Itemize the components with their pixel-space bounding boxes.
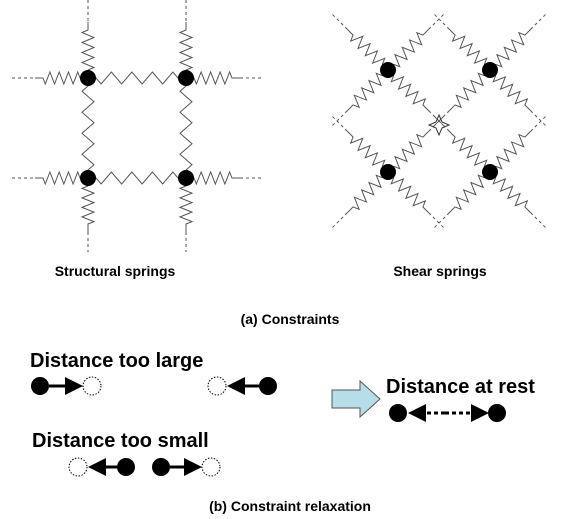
dashed-line (428, 115, 445, 132)
spring (449, 131, 491, 173)
panel-label: Structural springs (55, 263, 176, 279)
spring (449, 29, 491, 71)
panel-label: Shear springs (393, 263, 487, 279)
dashed-line (331, 115, 348, 132)
node (80, 70, 96, 86)
node (178, 170, 194, 186)
dashed-line (331, 212, 348, 229)
spring (489, 29, 531, 71)
node (482, 62, 498, 78)
spring (88, 71, 186, 85)
spring (88, 171, 186, 185)
dashed-line (433, 110, 450, 127)
spring (35, 170, 88, 186)
spring (387, 131, 429, 173)
spring (179, 78, 193, 178)
spring (178, 178, 194, 232)
spring (449, 69, 491, 111)
dashed-line (530, 212, 547, 229)
dashed-line (433, 212, 450, 229)
spring (387, 171, 429, 213)
dashed-line (433, 115, 450, 132)
spring (178, 22, 194, 78)
caption: (b) Constraint relaxation (209, 498, 371, 514)
case-label: Distance too large (30, 350, 203, 372)
node (482, 164, 498, 180)
spring (186, 70, 240, 86)
spring (489, 171, 531, 213)
node (380, 164, 396, 180)
spring (387, 29, 429, 71)
dashed-line (428, 110, 445, 127)
node (178, 70, 194, 86)
spring (489, 131, 531, 173)
dashed-line (428, 212, 445, 229)
caption: (a) Constraints (241, 311, 340, 327)
dashed-line (433, 13, 450, 30)
spring (347, 29, 389, 71)
spring (35, 70, 88, 86)
node (80, 170, 96, 186)
dashed-line (530, 110, 547, 127)
node (380, 62, 396, 78)
spring (387, 69, 429, 111)
springs (12, 0, 547, 252)
spring (80, 22, 96, 78)
spring (347, 171, 389, 213)
spring (449, 171, 491, 213)
case-label: Distance too small (32, 430, 209, 452)
spring (347, 131, 389, 173)
relaxation-figures (31, 376, 506, 477)
spring (347, 69, 389, 111)
dashed-line (428, 13, 445, 30)
case-label: Distance at rest (386, 376, 535, 398)
dashed-line (331, 110, 348, 127)
spring (489, 69, 531, 111)
spring (81, 78, 95, 178)
spring (80, 178, 96, 232)
dashed-line (530, 115, 547, 132)
dashed-line (331, 13, 348, 30)
spring (186, 170, 240, 186)
dashed-line (530, 13, 547, 30)
star (427, 113, 451, 137)
